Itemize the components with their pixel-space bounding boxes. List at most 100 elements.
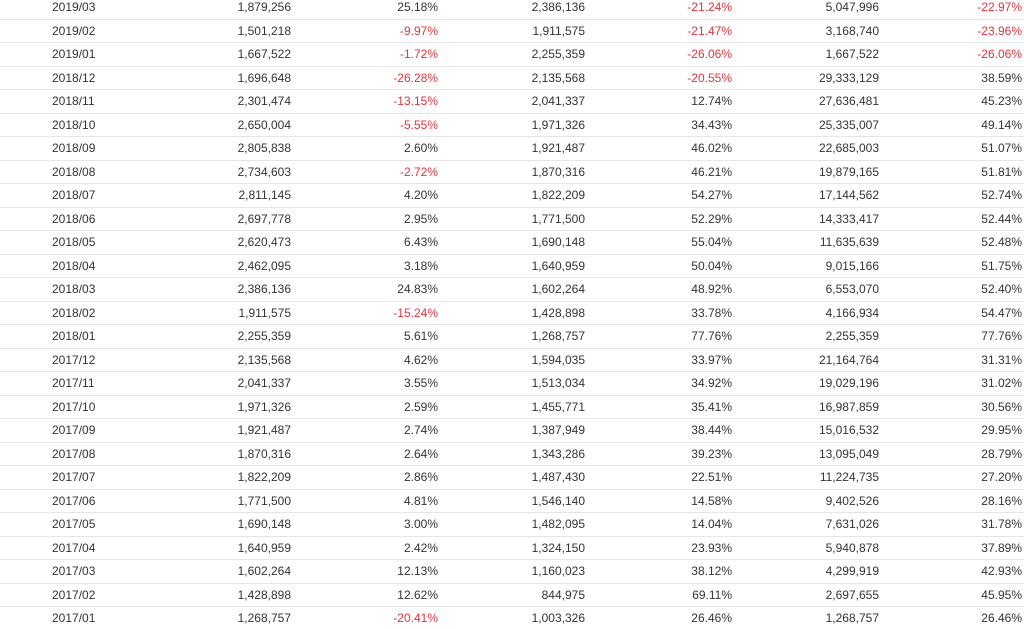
cumulative-value-cell: 17,144,562 bbox=[732, 183, 879, 208]
mom-change-cell: 2.74% bbox=[291, 418, 438, 443]
cumulative-value-cell: 9,015,166 bbox=[732, 254, 879, 278]
prior-year-value-cell: 1,971,326 bbox=[438, 113, 585, 137]
cumulative-change-cell: 31.02% bbox=[879, 371, 1024, 396]
table-row: 2019/03 1,879,256 25.18% 2,386,136 -21.24% 5,… bbox=[0, 0, 1024, 20]
value-cell: 1,501,218 bbox=[155, 19, 291, 43]
period-cell: 2017/11 bbox=[0, 371, 155, 396]
mom-change-cell: 12.13% bbox=[291, 559, 438, 584]
cumulative-value-cell: 19,029,196 bbox=[732, 371, 879, 396]
value-cell: 1,690,148 bbox=[155, 512, 291, 537]
period-cell: 2018/01 bbox=[0, 324, 155, 349]
cumulative-change-cell: 52.74% bbox=[879, 183, 1024, 208]
value-cell: 1,602,264 bbox=[155, 559, 291, 584]
cumulative-value-cell: 21,164,764 bbox=[732, 348, 879, 372]
cumulative-value-cell: 15,016,532 bbox=[732, 418, 879, 443]
prior-year-value-cell: 1,487,430 bbox=[438, 465, 585, 490]
yoy-change-cell: 69.11% bbox=[585, 583, 732, 607]
value-cell: 2,620,473 bbox=[155, 230, 291, 255]
mom-change-cell: 24.83% bbox=[291, 277, 438, 302]
prior-year-value-cell: 2,135,568 bbox=[438, 66, 585, 90]
prior-year-value-cell: 1,640,959 bbox=[438, 254, 585, 278]
cumulative-change-cell: 38.59% bbox=[879, 66, 1024, 90]
period-cell: 2018/09 bbox=[0, 136, 155, 161]
table-row: 2018/11 2,301,474 -13.15% 2,041,337 12.74% 27… bbox=[0, 89, 1024, 114]
table-row: 2017/04 1,640,959 2.42% 1,324,150 23.93% 5,94… bbox=[0, 536, 1024, 560]
period-cell: 2017/12 bbox=[0, 348, 155, 372]
yoy-change-cell: 38.12% bbox=[585, 559, 732, 584]
value-cell: 2,135,568 bbox=[155, 348, 291, 372]
period-cell: 2018/07 bbox=[0, 183, 155, 208]
mom-change-cell: -26.28% bbox=[291, 66, 438, 90]
cumulative-change-cell: 29.95% bbox=[879, 418, 1024, 443]
yoy-change-cell: 26.46% bbox=[585, 606, 732, 629]
prior-year-value-cell: 1,387,949 bbox=[438, 418, 585, 443]
cumulative-change-cell: 31.78% bbox=[879, 512, 1024, 537]
cumulative-value-cell: 2,697,655 bbox=[732, 583, 879, 607]
prior-year-value-cell: 1,428,898 bbox=[438, 301, 585, 325]
yoy-change-cell: 46.02% bbox=[585, 136, 732, 161]
prior-year-value-cell: 1,324,150 bbox=[438, 536, 585, 560]
yoy-change-cell: 33.78% bbox=[585, 301, 732, 325]
period-cell: 2019/03 bbox=[0, 0, 155, 20]
period-cell: 2018/12 bbox=[0, 66, 155, 90]
mom-change-cell: -2.72% bbox=[291, 160, 438, 184]
period-cell: 2017/07 bbox=[0, 465, 155, 490]
prior-year-value-cell: 1,594,035 bbox=[438, 348, 585, 372]
cumulative-change-cell: 52.44% bbox=[879, 207, 1024, 231]
value-cell: 1,268,757 bbox=[155, 606, 291, 629]
mom-change-cell: 25.18% bbox=[291, 0, 438, 20]
mom-change-cell: 2.95% bbox=[291, 207, 438, 231]
yoy-change-cell: 23.93% bbox=[585, 536, 732, 560]
table-row: 2017/08 1,870,316 2.64% 1,343,286 39.23% 13,0… bbox=[0, 442, 1024, 466]
mom-change-cell: 2.42% bbox=[291, 536, 438, 560]
yoy-change-cell: -26.06% bbox=[585, 42, 732, 67]
value-cell: 1,822,209 bbox=[155, 465, 291, 490]
value-cell: 1,879,256 bbox=[155, 0, 291, 20]
period-cell: 2017/03 bbox=[0, 559, 155, 584]
period-cell: 2018/02 bbox=[0, 301, 155, 325]
yoy-change-cell: -21.24% bbox=[585, 0, 732, 20]
mom-change-cell: 2.86% bbox=[291, 465, 438, 490]
table-row: 2018/06 2,697,778 2.95% 1,771,500 52.29% 14,3… bbox=[0, 207, 1024, 231]
yoy-change-cell: 12.74% bbox=[585, 89, 732, 114]
yoy-change-cell: 33.97% bbox=[585, 348, 732, 372]
mom-change-cell: -13.15% bbox=[291, 89, 438, 114]
table-row: 2018/07 2,811,145 4.20% 1,822,209 54.27% 17,1… bbox=[0, 183, 1024, 208]
mom-change-cell: -15.24% bbox=[291, 301, 438, 325]
value-cell: 2,041,337 bbox=[155, 371, 291, 396]
value-cell: 1,667,522 bbox=[155, 42, 291, 67]
cumulative-value-cell: 4,166,934 bbox=[732, 301, 879, 325]
period-cell: 2019/02 bbox=[0, 19, 155, 43]
table-row: 2018/09 2,805,838 2.60% 1,921,487 46.02% 22,6… bbox=[0, 136, 1024, 161]
prior-year-value-cell: 2,041,337 bbox=[438, 89, 585, 114]
table-row: 2017/11 2,041,337 3.55% 1,513,034 34.92% 19,0… bbox=[0, 371, 1024, 396]
cumulative-change-cell: -22.97% bbox=[879, 0, 1024, 20]
prior-year-value-cell: 1,870,316 bbox=[438, 160, 585, 184]
value-cell: 1,911,575 bbox=[155, 301, 291, 325]
period-cell: 2018/10 bbox=[0, 113, 155, 137]
prior-year-value-cell: 1,690,148 bbox=[438, 230, 585, 255]
mom-change-cell: 4.20% bbox=[291, 183, 438, 208]
value-cell: 1,771,500 bbox=[155, 489, 291, 513]
yoy-change-cell: 22.51% bbox=[585, 465, 732, 490]
cumulative-value-cell: 5,940,878 bbox=[732, 536, 879, 560]
yoy-change-cell: 38.44% bbox=[585, 418, 732, 443]
cumulative-value-cell: 1,268,757 bbox=[732, 606, 879, 629]
cumulative-value-cell: 27,636,481 bbox=[732, 89, 879, 114]
table-row: 2018/01 2,255,359 5.61% 1,268,757 77.76% 2,25… bbox=[0, 324, 1024, 349]
value-cell: 1,921,487 bbox=[155, 418, 291, 443]
cumulative-value-cell: 13,095,049 bbox=[732, 442, 879, 466]
cumulative-value-cell: 2,255,359 bbox=[732, 324, 879, 349]
table-row: 2017/02 1,428,898 12.62% 844,975 69.11% 2,697… bbox=[0, 583, 1024, 607]
cumulative-value-cell: 7,631,026 bbox=[732, 512, 879, 537]
value-cell: 2,650,004 bbox=[155, 113, 291, 137]
prior-year-value-cell: 1,771,500 bbox=[438, 207, 585, 231]
prior-year-value-cell: 1,513,034 bbox=[438, 371, 585, 396]
mom-change-cell: -20.41% bbox=[291, 606, 438, 629]
cumulative-change-cell: -23.96% bbox=[879, 19, 1024, 43]
mom-change-cell: 2.60% bbox=[291, 136, 438, 161]
period-cell: 2018/03 bbox=[0, 277, 155, 302]
cumulative-value-cell: 14,333,417 bbox=[732, 207, 879, 231]
